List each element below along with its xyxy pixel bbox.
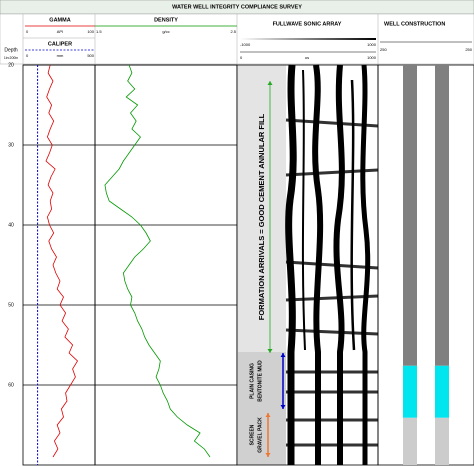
annotation-text: SCREEN bbox=[249, 424, 255, 445]
track-frame bbox=[94, 64, 238, 466]
curve-name: DENSITY bbox=[154, 17, 178, 23]
curve-name: CALIPER bbox=[48, 41, 72, 47]
well-scale-label: 250 bbox=[465, 47, 472, 52]
track-frame bbox=[22, 64, 96, 466]
depth-tick-label: 50 bbox=[8, 302, 14, 308]
casing-interval bbox=[403, 365, 417, 418]
sonic-title: FULLWAVE SONIC ARRAY bbox=[273, 21, 342, 27]
curve bbox=[45, 64, 79, 458]
annotation-text: PLAIN CASING bbox=[249, 363, 255, 399]
amplitude-tick-label: 1000 bbox=[367, 42, 377, 47]
casing-interval bbox=[403, 417, 417, 465]
depth-tick-label: 30 bbox=[8, 142, 14, 148]
amplitude-bar bbox=[240, 38, 376, 40]
time-tick-label: 1000 bbox=[367, 55, 377, 60]
scale-unit: mm bbox=[57, 53, 64, 58]
annotation-text: FORMATION ARRIVALS = GOOD CEMENT ANNULAR… bbox=[257, 113, 266, 320]
depth-label: Depth bbox=[4, 47, 18, 53]
casing-interval bbox=[403, 65, 417, 366]
title: WATER WELL INTEGRITY COMPLIANCE SURVEY bbox=[172, 4, 302, 10]
depth-tick-label: 20 bbox=[8, 62, 14, 68]
casing-interval bbox=[435, 417, 449, 465]
depth-tick-label: 60 bbox=[8, 382, 14, 388]
well-scale-label: 250 bbox=[380, 47, 387, 52]
scale-tick-label: 500 bbox=[87, 53, 94, 58]
amplitude-tick-label: -1000 bbox=[240, 42, 251, 47]
scale-tick-label: 0 bbox=[26, 29, 29, 34]
scale-tick-label: 2.5 bbox=[230, 29, 236, 34]
scale-unit: g/cc bbox=[162, 29, 169, 34]
annotation-text: BENTONITE MUD bbox=[257, 360, 263, 402]
scale-tick-label: 100 bbox=[87, 29, 94, 34]
curve bbox=[104, 64, 211, 458]
header-dividers bbox=[22, 14, 379, 64]
casing-interval bbox=[435, 65, 449, 366]
well-title: WELL CONSTRUCTION bbox=[384, 21, 445, 27]
curve-name: GAMMA bbox=[49, 17, 70, 23]
scale-tick-label: 0 bbox=[26, 53, 29, 58]
scale-tick-label: 1.5 bbox=[96, 29, 102, 34]
scale-unit: API bbox=[57, 29, 63, 34]
annotation-text: GRAVEL PACK bbox=[257, 417, 263, 453]
time-unit: us bbox=[305, 55, 309, 60]
depth-scale: 1in:200in bbox=[4, 56, 18, 60]
depth-tick-label: 40 bbox=[8, 222, 14, 228]
sonic-image bbox=[238, 64, 379, 465]
casing-interval bbox=[435, 365, 449, 418]
time-tick-label: 0 bbox=[240, 55, 243, 60]
track-frame bbox=[377, 64, 474, 466]
